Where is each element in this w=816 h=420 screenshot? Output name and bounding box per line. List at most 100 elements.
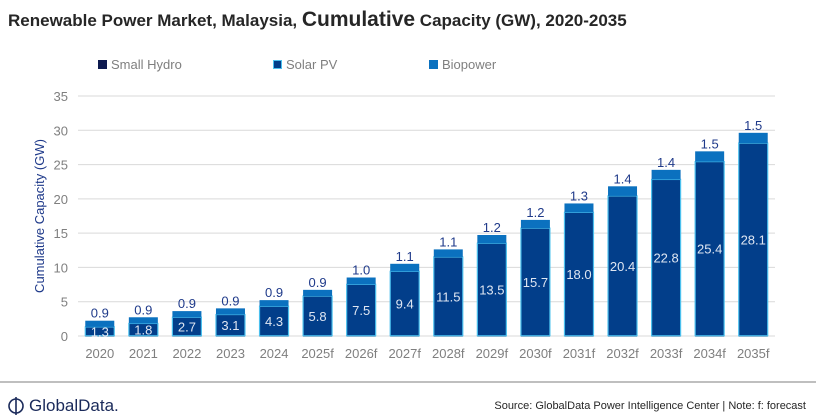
bar-biopower (85, 320, 115, 327)
x-tick-label: 2028f (432, 346, 465, 361)
y-tick-label: 5 (61, 295, 68, 310)
bar-biopower (215, 308, 245, 315)
logo-text: GlobalData. (29, 396, 119, 415)
title-part: Capacity (GW), 2020-2035 (415, 11, 627, 30)
source-note: Source: GlobalData Power Intelligence Ce… (494, 400, 806, 412)
y-tick-label: 35 (54, 89, 68, 104)
data-label: 9.4 (396, 297, 414, 312)
data-label: 0.9 (91, 306, 109, 321)
data-label: 22.8 (653, 251, 678, 266)
data-label: 0.9 (221, 293, 239, 308)
y-tick-label: 20 (54, 192, 68, 207)
legend-swatch (429, 60, 438, 69)
bar-biopower (259, 300, 289, 307)
data-label: 5.8 (309, 309, 327, 324)
globaldata-logo-icon (8, 397, 24, 415)
x-tick-label: 2023 (216, 346, 245, 361)
data-label: 1.3 (91, 324, 109, 339)
data-label: 1.5 (701, 136, 719, 151)
bar-biopower (608, 186, 638, 196)
data-label: 0.9 (265, 285, 283, 300)
x-tick-label: 2021 (129, 346, 158, 361)
bar-biopower (128, 317, 158, 324)
data-label: 1.1 (439, 234, 457, 249)
legend-item-biopower: Biopower (429, 57, 496, 72)
data-label: 4.3 (265, 314, 283, 329)
data-label: 2.7 (178, 320, 196, 335)
data-label: 0.9 (178, 296, 196, 311)
bar-solar-pv (302, 295, 333, 337)
legend-swatch (273, 60, 282, 69)
data-label: 1.0 (352, 263, 370, 278)
bar-solar-pv (607, 195, 638, 337)
legend-label: Solar PV (286, 57, 338, 72)
data-label: 1.1 (396, 249, 414, 264)
plot-area: 0 5 10 15 20 25 30 35 Cumulative Capacity (GW) 20… (32, 89, 775, 361)
legend-item-small-hydro: Small Hydro (98, 57, 182, 72)
x-tick-label: 2032f (606, 346, 639, 361)
legend-item-solar-pv: Solar PV (273, 57, 337, 72)
bar-biopower (695, 151, 725, 162)
x-tick-label: 2024 (260, 346, 289, 361)
data-label: 13.5 (479, 283, 504, 298)
legend-label: Biopower (442, 57, 497, 72)
legend-label: Small Hydro (111, 57, 182, 72)
x-tick-label: 2030f (519, 346, 552, 361)
x-tick-label: 2020 (85, 346, 114, 361)
bar-biopower (390, 263, 420, 272)
data-label: 1.2 (526, 205, 544, 220)
data-label: 7.5 (352, 303, 370, 318)
data-label: 15.7 (523, 275, 548, 290)
bar-biopower (433, 249, 463, 257)
x-tick-label: 2031f (563, 346, 596, 361)
x-tick-label: 2027f (388, 346, 421, 361)
data-label: 1.3 (570, 188, 588, 203)
bar-biopower (738, 132, 768, 144)
y-tick-label: 30 (54, 123, 68, 138)
y-tick-label: 0 (61, 329, 68, 344)
data-label: 0.9 (309, 275, 327, 290)
bar-biopower (477, 234, 507, 244)
bar-solar-pv (694, 161, 725, 337)
bar-solar-pv (258, 305, 290, 337)
bar-biopower (303, 289, 333, 297)
x-tick-label: 2035f (737, 346, 770, 361)
y-tick-label: 25 (54, 158, 68, 173)
data-label: 1.8 (134, 323, 152, 338)
title-part-emphasis: Cumulative (301, 8, 416, 31)
data-label: 11.5 (436, 289, 460, 304)
data-label: 1.5 (744, 118, 762, 133)
x-tick-label: 2029f (476, 346, 509, 361)
y-axis-label: Cumulative Capacity (GW) (32, 139, 47, 293)
bar-solar-pv (476, 242, 507, 337)
y-tick-label: 15 (54, 226, 68, 241)
y-tick-label: 10 (54, 260, 68, 275)
bar-biopower (651, 169, 681, 180)
x-tick-label: 2025f (301, 346, 334, 361)
x-tick-label: 2026f (345, 346, 378, 361)
bar-solar-pv (346, 283, 377, 337)
footer-divider (0, 381, 816, 383)
bar-solar-pv (650, 178, 682, 337)
x-tick-label: 2034f (693, 346, 726, 361)
bar-solar-pv (84, 326, 115, 337)
data-label: 0.9 (134, 302, 152, 317)
bar-biopower (346, 277, 376, 285)
data-label: 20.4 (610, 259, 635, 274)
bar-biopower (172, 311, 202, 318)
x-tick-label: 2033f (650, 346, 683, 361)
bar-solar-pv (433, 256, 464, 337)
bar-solar-pv (738, 142, 769, 337)
bar-solar-pv (520, 227, 551, 337)
data-label: 1.4 (613, 171, 631, 186)
data-label: 28.1 (741, 232, 766, 247)
bar-biopower (564, 203, 594, 213)
data-label: 25.4 (697, 242, 722, 257)
globaldata-logo: GlobalData. (6, 396, 119, 416)
legend-swatch (98, 60, 107, 69)
x-tick-label: 2022 (172, 346, 201, 361)
title-part: Renewable Power Market, Malaysia, (8, 11, 302, 30)
bar-solar-pv (563, 211, 595, 337)
data-label: 18.0 (566, 267, 591, 282)
